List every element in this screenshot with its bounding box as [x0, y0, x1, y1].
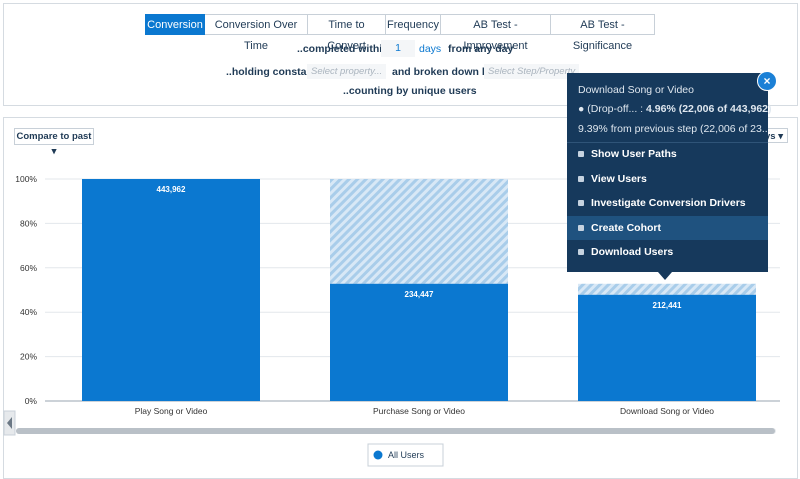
- legend-label: All Users: [388, 450, 425, 460]
- tab[interactable]: Frequency: [386, 14, 441, 35]
- menu-icon: [578, 151, 584, 157]
- menu-icon: [578, 175, 584, 182]
- tooltip: Download Song or Video ● (Drop-off... : …: [567, 73, 772, 280]
- menu-label: Download Users: [591, 246, 674, 259]
- tooltip-title: Download Song or Video: [578, 84, 694, 96]
- compare-button[interactable]: Compare to past ▾: [14, 128, 94, 157]
- y-tick-label: 100%: [15, 174, 37, 184]
- menu-item[interactable]: Investigate Conversion Drivers: [567, 191, 768, 215]
- menu-label: Create Cohort: [591, 221, 662, 234]
- bar: [82, 179, 260, 401]
- dropoff-bar: [330, 179, 508, 284]
- tab[interactable]: Time to Convert: [308, 14, 386, 52]
- previous-step: 9.39% from previous step (22,006 of 23..…: [578, 123, 771, 135]
- y-tick-label: 80%: [20, 218, 37, 228]
- counting-label: ..counting by unique users: [343, 85, 477, 97]
- y-tick-label: 0%: [25, 396, 38, 406]
- tooltip-arrow: [658, 272, 672, 280]
- broken-label: and broken down by: [392, 66, 495, 78]
- dropoff-value: 4.96% (22,006 of 443,962): [646, 103, 772, 115]
- bar-label: 234,447: [405, 290, 434, 299]
- close-button[interactable]: ×: [757, 71, 777, 91]
- bar: [330, 283, 508, 401]
- menu-label: Show User Paths: [591, 148, 677, 160]
- legend-dot: [373, 450, 383, 460]
- x-tick-label: Download Song or Video: [620, 406, 714, 416]
- legend-box: [367, 443, 444, 467]
- completed-label: ..completed within: [297, 43, 389, 55]
- dropoff-bar: [578, 283, 756, 295]
- menu-icon: [578, 224, 584, 231]
- divider: [567, 142, 768, 143]
- scrollbar-thumb[interactable]: [16, 428, 775, 434]
- days-unit[interactable]: days: [419, 43, 442, 55]
- bar-label: 212,441: [653, 301, 682, 310]
- bar: [578, 294, 756, 401]
- menu-item[interactable]: Download Users: [567, 240, 768, 264]
- dropoff-prefix: (Drop-off... :: [587, 103, 644, 115]
- from-label: from any day: [448, 43, 514, 55]
- holding-label: ..holding constant: [226, 66, 317, 78]
- menu-item[interactable]: Show User Paths: [567, 142, 768, 166]
- bar-label: 443,962: [157, 185, 186, 194]
- tab[interactable]: Conversion Over Time: [205, 14, 308, 52]
- x-tick-label: Play Song or Video: [135, 406, 208, 416]
- y-tick-label: 60%: [20, 263, 37, 273]
- days-button-text: ys: [765, 131, 776, 142]
- menu-label: View Users: [591, 172, 647, 185]
- menu-item[interactable]: Create Cohort: [567, 215, 768, 240]
- y-tick-label: 20%: [20, 352, 37, 362]
- compare-text: Compare to past: [16, 131, 92, 142]
- menu-icon: [578, 200, 584, 207]
- menu-icon: [578, 249, 584, 256]
- tab[interactable]: Conversion: [145, 14, 205, 35]
- dropoff-line: ● (Drop-off... : 4.96% (22,006 of 443,96…: [578, 103, 772, 115]
- menu-label: Investigate Conversion Drivers: [591, 197, 746, 210]
- property-select[interactable]: Select property...: [307, 64, 387, 79]
- menu-item[interactable]: View Users: [567, 167, 768, 191]
- x-tick-label: Purchase Song or Video: [373, 406, 465, 416]
- tab[interactable]: AB Test - Significance: [551, 14, 655, 52]
- tab[interactable]: AB Test - Improvement: [441, 14, 551, 52]
- y-tick-label: 40%: [20, 307, 37, 317]
- days-input[interactable]: 1: [381, 40, 415, 57]
- scroll-arrow: [7, 417, 12, 429]
- step-select[interactable]: Select Step/Property: [484, 64, 580, 79]
